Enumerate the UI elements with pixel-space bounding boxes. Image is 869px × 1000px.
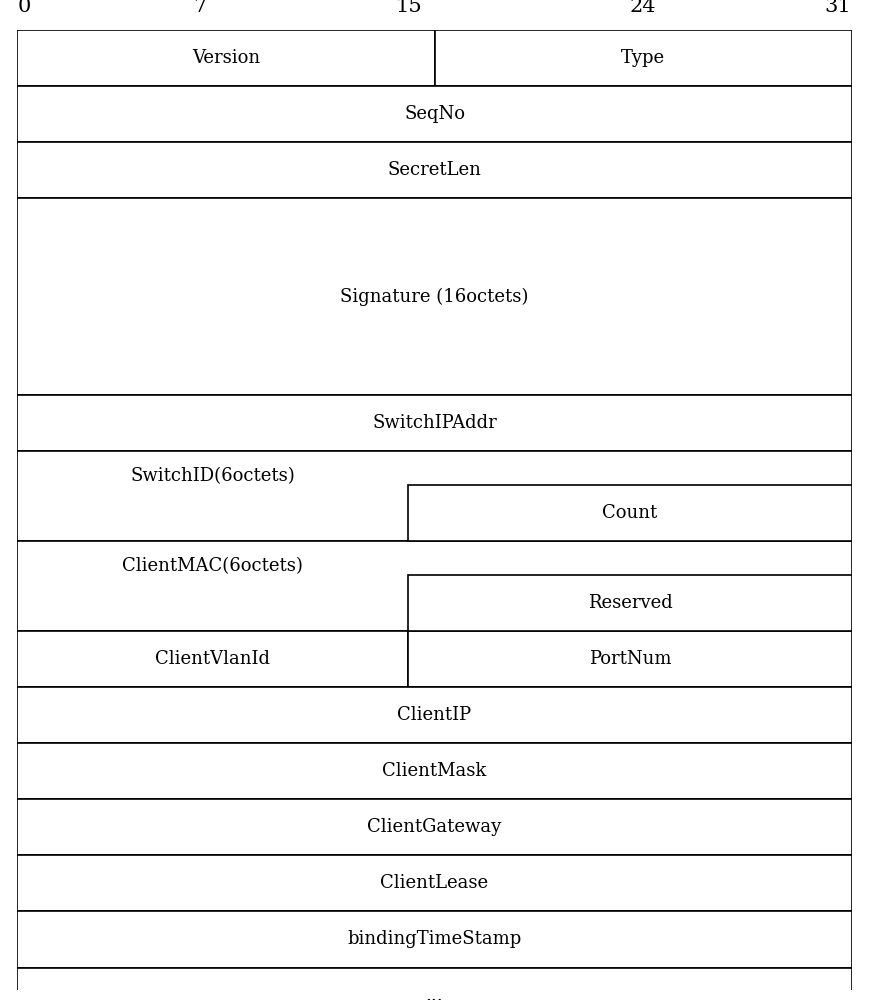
Text: ClientLease: ClientLease xyxy=(381,874,488,892)
Bar xyxy=(17,911,852,968)
Text: 7: 7 xyxy=(193,0,207,16)
Bar xyxy=(17,395,852,451)
Text: Type: Type xyxy=(621,49,665,67)
Text: ClientVlanId: ClientVlanId xyxy=(156,650,270,668)
Bar xyxy=(17,968,852,1000)
Bar xyxy=(17,541,852,631)
Bar xyxy=(434,30,852,86)
Bar xyxy=(17,198,852,395)
Text: 24: 24 xyxy=(630,0,656,16)
Bar xyxy=(408,631,852,687)
Bar xyxy=(17,799,852,855)
Text: PortNum: PortNum xyxy=(589,650,671,668)
Text: 0: 0 xyxy=(17,0,30,16)
Text: SeqNo: SeqNo xyxy=(404,105,465,123)
Bar xyxy=(17,743,852,799)
Text: 15: 15 xyxy=(395,0,421,16)
Bar xyxy=(17,855,852,911)
Bar xyxy=(408,485,852,541)
Text: SwitchID(6octets): SwitchID(6octets) xyxy=(130,467,295,485)
Text: bindingTimeStamp: bindingTimeStamp xyxy=(348,930,521,948)
Text: ClientGateway: ClientGateway xyxy=(368,818,501,836)
Text: ClientMAC(6octets): ClientMAC(6octets) xyxy=(123,557,303,575)
Bar xyxy=(17,687,852,743)
Text: Reserved: Reserved xyxy=(587,594,673,612)
Bar xyxy=(17,30,434,86)
Text: Version: Version xyxy=(192,49,260,67)
Text: Signature (16octets): Signature (16octets) xyxy=(341,288,528,306)
Text: ...: ... xyxy=(426,987,443,1000)
Bar xyxy=(17,631,408,687)
Bar xyxy=(17,142,852,198)
Text: SwitchIPAddr: SwitchIPAddr xyxy=(372,414,497,432)
Bar xyxy=(408,575,852,631)
Text: 31: 31 xyxy=(825,0,852,16)
Text: Count: Count xyxy=(602,504,658,522)
Bar xyxy=(17,451,852,541)
Bar xyxy=(17,86,852,142)
Text: SecretLen: SecretLen xyxy=(388,161,481,179)
Text: ClientIP: ClientIP xyxy=(397,706,472,724)
Text: ClientMask: ClientMask xyxy=(382,762,487,780)
